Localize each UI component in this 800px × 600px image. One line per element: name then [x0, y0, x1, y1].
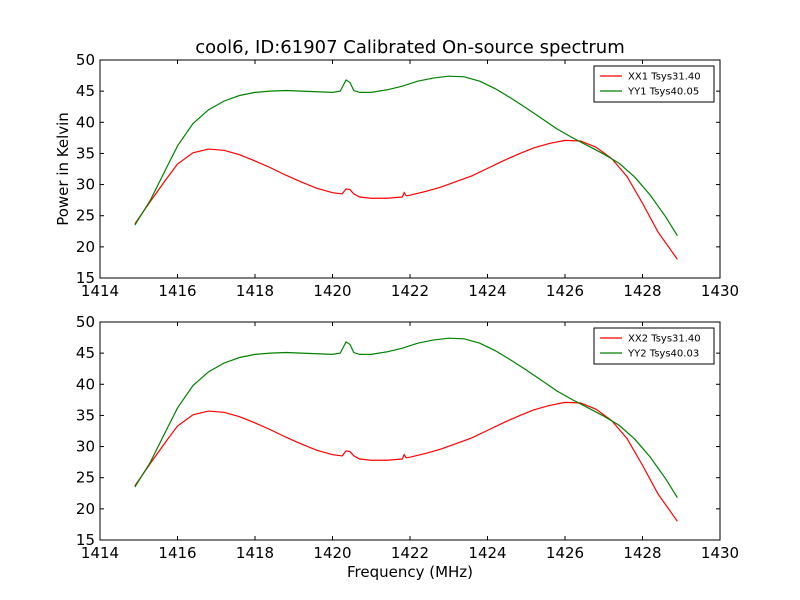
- series-line-yy2: [134, 337, 678, 498]
- legend-label: XX1 Tsys31.40: [628, 72, 701, 83]
- legend-box: [593, 65, 715, 103]
- x-tick-label: 1430: [701, 282, 739, 300]
- y-tick-label: 25: [76, 469, 95, 487]
- legend-label: XX2 Tsys31.40: [628, 334, 701, 345]
- y-tick-label: 20: [76, 238, 95, 256]
- x-tick-label: 1420: [313, 282, 351, 300]
- legend-label: YY1 Tsys40.05: [627, 87, 699, 98]
- x-tick-label: 1428: [623, 544, 661, 562]
- series-line-xx2: [134, 401, 678, 522]
- y-tick-label: 35: [76, 144, 95, 162]
- y-tick-label: 15: [76, 269, 95, 287]
- y-tick-label: 45: [76, 82, 95, 100]
- x-tick-label: 1418: [236, 544, 274, 562]
- y-tick-label: 40: [76, 113, 95, 131]
- x-tick-label: 1416: [158, 544, 196, 562]
- x-axis-label: Frequency (MHz): [347, 563, 473, 581]
- x-tick-label: 1414: [81, 544, 119, 562]
- legend: XX2 Tsys31.40 YY2 Tsys40.03: [593, 327, 715, 365]
- x-tick-label: 1422: [391, 282, 429, 300]
- y-tick-label: 50: [76, 313, 95, 331]
- chart-title: cool6, ID:61907 Calibrated On-source spe…: [195, 37, 625, 58]
- y-tick-label: 20: [76, 500, 95, 518]
- y-tick-label: 25: [76, 207, 95, 225]
- x-tick-label: 1414: [81, 282, 119, 300]
- series-line-yy1: [134, 75, 678, 236]
- x-tick-label: 1426: [546, 282, 584, 300]
- y-tick-label: 30: [76, 176, 95, 194]
- x-tick-label: 1416: [158, 282, 196, 300]
- legend: XX1 Tsys31.40 YY1 Tsys40.05: [593, 65, 715, 103]
- legend-box: [593, 327, 715, 365]
- y-tick-label: 40: [76, 375, 95, 393]
- x-tick-label: 1418: [236, 282, 274, 300]
- panel-1: 1414 1416 1418 1420 1422 1424 1426 1428 1430 15 20…: [76, 51, 739, 300]
- x-tick-label: 1428: [623, 282, 661, 300]
- x-tick-label: 1424: [468, 282, 506, 300]
- legend-label: YY2 Tsys40.03: [627, 349, 699, 360]
- y-tick-label: 45: [76, 344, 95, 362]
- x-tick-label: 1424: [468, 544, 506, 562]
- y-axis-label: Power in Kelvin: [54, 112, 72, 226]
- series-line-xx1: [134, 139, 678, 260]
- y-tick-label: 35: [76, 406, 95, 424]
- y-tick-label: 15: [76, 531, 95, 549]
- y-tick-label: 50: [76, 51, 95, 69]
- x-tick-label: 1430: [701, 544, 739, 562]
- x-tick-label: 1420: [313, 544, 351, 562]
- x-tick-label: 1426: [546, 544, 584, 562]
- panel-2: 1414 1416 1418 1420 1422 1424 1426 1428 1430 15 20…: [76, 313, 739, 562]
- x-tick-label: 1422: [391, 544, 429, 562]
- y-tick-label: 30: [76, 438, 95, 456]
